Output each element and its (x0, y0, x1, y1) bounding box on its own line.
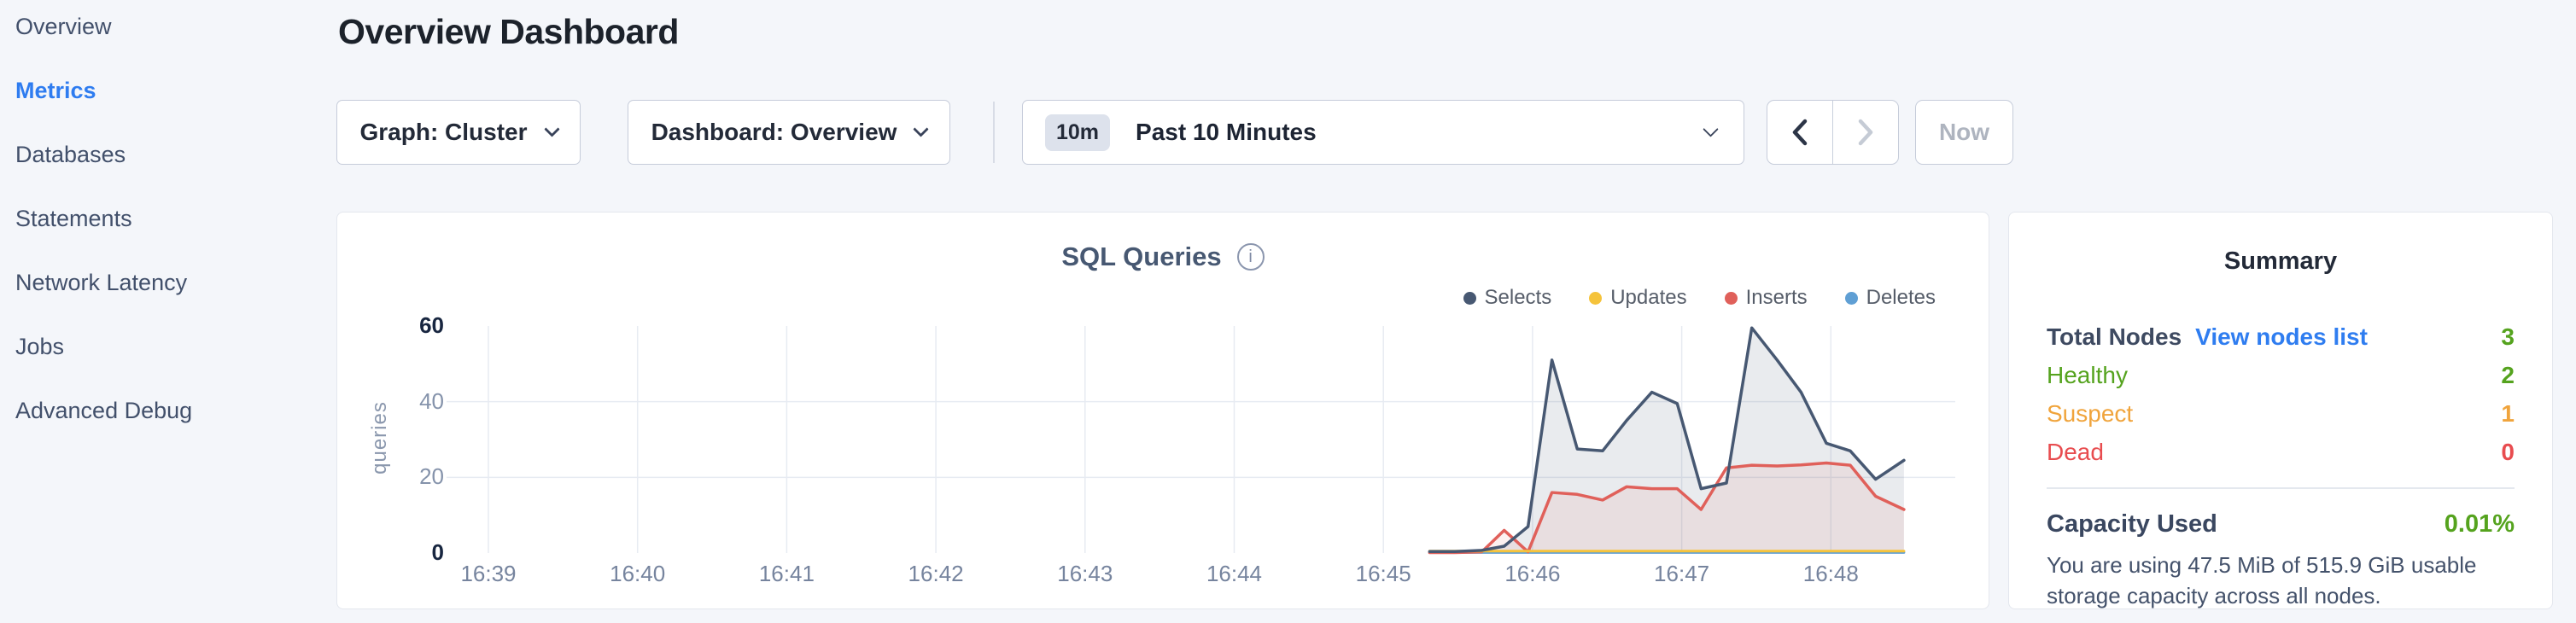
x-tick-1643: 16:43 (1057, 561, 1113, 586)
sidebar-item-network-latency[interactable]: Network Latency (15, 270, 188, 295)
chart-plot-area[interactable] (447, 323, 1955, 556)
legend-dot-icon (1724, 291, 1738, 305)
chevron-down-icon (913, 120, 930, 137)
chevron-left-icon (1792, 119, 1808, 146)
info-icon[interactable]: i (1236, 243, 1265, 271)
x-tick-1648: 16:48 (1802, 561, 1859, 586)
legend-dot-icon (1589, 291, 1603, 305)
legend-label: Selects (1484, 286, 1552, 309)
series-line-selects (1428, 326, 1906, 553)
now-button-label: Now (1938, 119, 1990, 145)
view-nodes-list-link[interactable]: View nodes list (2195, 323, 2368, 350)
legend-label: Updates (1610, 286, 1687, 309)
legend-label: Deletes (1866, 286, 1936, 309)
y-tick-0: 0 (431, 539, 444, 565)
series-area-inserts (1429, 463, 1904, 553)
x-tick-1644: 16:44 (1206, 561, 1263, 586)
chart-title: SQL Queries (1061, 242, 1222, 271)
dashboard-dropdown[interactable]: Dashboard: Overview (628, 100, 950, 165)
summary-divider (2047, 487, 2515, 489)
legend-item-updates: Updates (1589, 286, 1687, 310)
sidebar-item-advanced-debug[interactable]: Advanced Debug (15, 398, 193, 423)
x-tick-1646: 16:46 (1504, 561, 1561, 586)
capacity-used-label: Capacity Used (2047, 510, 2217, 538)
x-tick-1642: 16:42 (908, 561, 964, 586)
time-range-label: Past 10 Minutes (1136, 119, 1317, 145)
legend-dot-icon (1844, 291, 1858, 305)
summary-row-value: 1 (2501, 400, 2515, 427)
page-title: Overview Dashboard (338, 12, 679, 51)
time-step-button-group (1767, 100, 1899, 165)
summary-row-value: 2 (2501, 362, 2515, 388)
time-step-forward-button[interactable] (1833, 101, 1898, 164)
sidebar-item-metrics[interactable]: Metrics (15, 78, 96, 103)
toolbar-divider (993, 102, 995, 163)
sidebar-item-databases[interactable]: Databases (15, 142, 126, 167)
legend-dot-icon (1463, 291, 1476, 305)
summary-row-value: 0 (2501, 439, 2515, 465)
summary-row-label-group: Healthy (2047, 362, 2128, 389)
x-tick-1645: 16:45 (1355, 561, 1411, 586)
legend-item-selects: Selects (1463, 286, 1552, 310)
summary-row-dead: Dead 0 (2047, 439, 2515, 477)
dashboard-dropdown-label: Dashboard: Overview (651, 119, 897, 145)
sidebar: Overview Metrics Databases Statements Networ… (0, 0, 333, 623)
button-group-divider (1831, 101, 1834, 164)
summary-rows: Total Nodes View nodes list 3 Healthy 2 Suspe… (2047, 323, 2515, 477)
graph-dropdown[interactable]: Graph: Cluster (336, 100, 581, 165)
y-tick-40: 40 (419, 387, 444, 414)
summary-row-total-nodes: Total Nodes View nodes list 3 (2047, 323, 2515, 362)
y-tick-60: 60 (419, 312, 444, 338)
now-button[interactable]: Now (1915, 100, 2013, 165)
x-tick-1647: 16:47 (1654, 561, 1710, 586)
summary-row-label: Suspect (2047, 400, 2134, 427)
x-tick-1641: 16:41 (758, 561, 815, 586)
chevron-down-icon (1703, 120, 1719, 137)
time-range-dropdown[interactable]: 10m Past 10 Minutes (1022, 100, 1744, 165)
capacity-used-description: You are using 47.5 MiB of 515.9 GiB usab… (2047, 552, 2477, 608)
summary-row-label: Dead (2047, 439, 2104, 465)
time-step-back-button[interactable] (1767, 101, 1832, 164)
summary-row-value: 3 (2501, 323, 2515, 350)
x-tick-1639: 16:39 (460, 561, 517, 586)
y-tick-20: 20 (419, 463, 444, 490)
summary-row-healthy: Healthy 2 (2047, 362, 2515, 400)
time-range-badge: 10m (1045, 114, 1111, 151)
x-tick-1640: 16:40 (610, 561, 666, 586)
legend-label: Inserts (1745, 286, 1808, 309)
series-area-selects (1429, 328, 1904, 553)
summary-row-suspect: Suspect 1 (2047, 400, 2515, 439)
legend-item-inserts: Inserts (1724, 286, 1808, 310)
summary-card (2008, 212, 2553, 609)
capacity-used-row: Capacity Used 0.01% (2047, 510, 2515, 539)
graph-dropdown-label: Graph: Cluster (359, 119, 528, 145)
summary-row-label-group: Suspect (2047, 400, 2133, 428)
series-line-inserts (1428, 461, 1906, 555)
legend-item-deletes: Deletes (1844, 286, 1936, 310)
sql-queries-chart-card (336, 212, 1989, 609)
sidebar-item-jobs[interactable]: Jobs (15, 334, 65, 359)
summary-row-label-group: Total Nodes View nodes list (2047, 323, 2368, 351)
summary-row-label-group: Dead (2047, 439, 2104, 466)
y-axis-label: queries (368, 401, 391, 475)
sidebar-item-statements[interactable]: Statements (15, 206, 132, 231)
chart-legend: Selects Updates Inserts Deletes (1463, 286, 1936, 310)
summary-title: Summary (2223, 247, 2338, 275)
chevron-down-icon (543, 120, 560, 137)
chevron-right-icon (1858, 119, 1873, 146)
summary-row-label: Healthy (2047, 362, 2128, 388)
summary-row-label: Total Nodes (2047, 323, 2182, 350)
sidebar-item-overview[interactable]: Overview (15, 14, 112, 39)
capacity-used-value: 0.01% (2444, 510, 2515, 538)
